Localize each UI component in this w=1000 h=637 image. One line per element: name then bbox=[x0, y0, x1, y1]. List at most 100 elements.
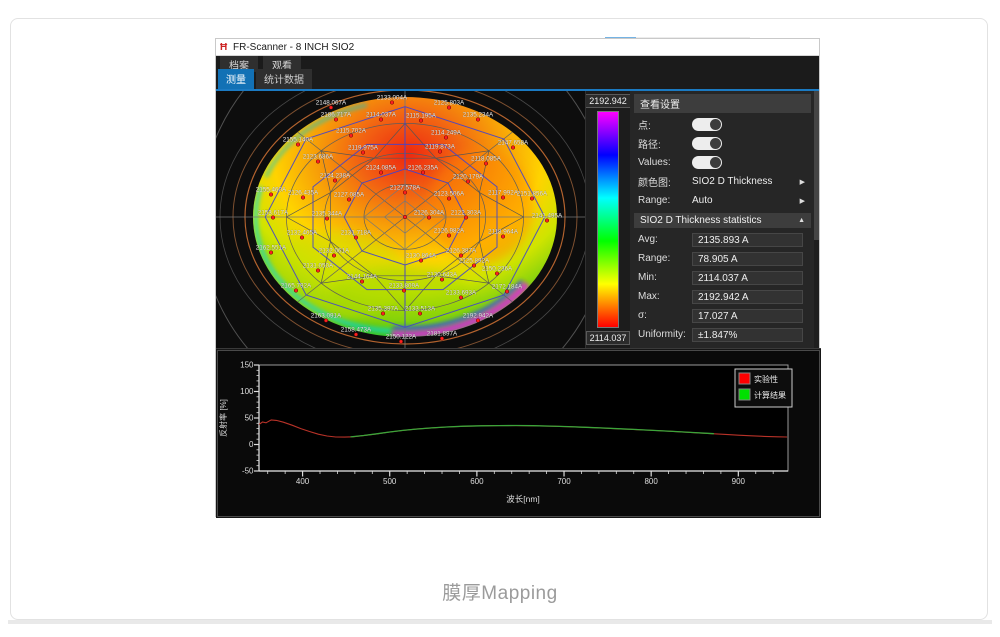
svg-text:2114.037A: 2114.037A bbox=[366, 112, 397, 119]
color-scale-bar bbox=[597, 111, 619, 328]
menu-file[interactable]: 档案 bbox=[220, 55, 258, 73]
spectrum-chart: 400 500 600 700 800 900 -50 0 50 100 150 波长[nm] 反射… bbox=[216, 348, 821, 518]
svg-text:2123.506A: 2123.506A bbox=[434, 191, 465, 198]
path-label: 路径: bbox=[638, 140, 661, 151]
svg-text:2126.387A: 2126.387A bbox=[446, 248, 477, 255]
path-toggle[interactable] bbox=[692, 137, 722, 150]
title-bar: Ħ FR-Scanner - 8 INCH SIO2 bbox=[216, 39, 819, 56]
tab-measure[interactable]: 测量 bbox=[218, 69, 254, 89]
svg-text:2124.085A: 2124.085A bbox=[366, 165, 397, 172]
avg-label: Avg: bbox=[638, 234, 658, 245]
svg-text:2147.658A: 2147.658A bbox=[498, 140, 529, 147]
stat-row-min: Min: 2114.037 A bbox=[630, 268, 811, 287]
tab-underline bbox=[216, 89, 819, 91]
legend-calculated: 计算结果 bbox=[754, 390, 786, 400]
svg-text:400: 400 bbox=[296, 477, 310, 486]
svg-text:2133.513A: 2133.513A bbox=[405, 306, 436, 313]
svg-text:900: 900 bbox=[732, 477, 746, 486]
svg-text:0: 0 bbox=[249, 440, 254, 449]
window-title: FR-Scanner - 8 INCH SIO2 bbox=[233, 41, 355, 53]
legend-experimental: 实验性 bbox=[754, 374, 778, 384]
bottom-divider bbox=[8, 620, 992, 624]
svg-text:700: 700 bbox=[557, 477, 571, 486]
range-stat-label: Range: bbox=[638, 253, 671, 264]
tab-statistics[interactable]: 统计数据 bbox=[256, 69, 312, 89]
svg-text:2125.892A: 2125.892A bbox=[459, 258, 490, 265]
panel-scrollbar[interactable] bbox=[814, 91, 819, 348]
values-toggle-knob bbox=[710, 157, 721, 168]
svg-text:2115.702A: 2115.702A bbox=[336, 128, 367, 135]
wafer-points: 2148.067A 2133.004A 2125.803A 2135.234A 2147… bbox=[256, 94, 563, 344]
svg-text:2126.304A: 2126.304A bbox=[414, 210, 445, 217]
svg-text:2181.897A: 2181.897A bbox=[427, 331, 458, 338]
svg-text:2132.405A: 2132.405A bbox=[287, 230, 318, 237]
toggle-row-points: 点: bbox=[630, 115, 811, 134]
svg-text:2127.578A: 2127.578A bbox=[390, 185, 421, 192]
svg-text:500: 500 bbox=[383, 477, 397, 486]
range-stat-value: 78.905 A bbox=[692, 251, 803, 266]
color-scale: 2192.942 2114.037 bbox=[585, 91, 631, 348]
toggle-row-path: 路径: bbox=[630, 134, 811, 153]
svg-text:2119.873A: 2119.873A bbox=[425, 144, 456, 151]
statistics-header[interactable]: SIO2 D Thickness statistics ▲ bbox=[634, 213, 811, 228]
svg-text:2125.803A: 2125.803A bbox=[434, 100, 465, 107]
values-toggle[interactable] bbox=[692, 156, 722, 169]
legend: 实验性 计算结果 bbox=[734, 368, 793, 408]
range-expand-icon[interactable]: ▶ bbox=[799, 197, 805, 205]
wafer-map: 2148.067A 2133.004A 2125.803A 2135.234A 2147… bbox=[216, 91, 586, 348]
menu-view[interactable]: 观看 bbox=[263, 55, 301, 73]
settings-panel: 查看设置 点: 路径: Values: 颜色图: SIO2 D Thicknes… bbox=[630, 91, 819, 348]
svg-text:2114.249A: 2114.249A bbox=[431, 130, 462, 137]
wafer-map-svg: 2148.067A 2133.004A 2125.803A 2135.234A 2147… bbox=[216, 91, 585, 348]
svg-text:2172.184A: 2172.184A bbox=[492, 284, 523, 291]
view-settings-title: 查看设置 bbox=[640, 100, 680, 111]
range-select-row[interactable]: Range: Auto ▶ bbox=[630, 191, 811, 210]
svg-text:2127.085A: 2127.085A bbox=[334, 192, 365, 199]
path-toggle-knob bbox=[710, 138, 721, 149]
svg-text:2117.992A: 2117.992A bbox=[488, 190, 519, 197]
tab-bar: 测量 统计数据 bbox=[216, 69, 819, 89]
points-toggle[interactable] bbox=[692, 118, 722, 131]
panel-scrollbar-thumb[interactable] bbox=[814, 91, 819, 241]
svg-text:2115.195A: 2115.195A bbox=[406, 113, 437, 120]
colormap-select-row[interactable]: 颜色图: SIO2 D Thickness ▶ bbox=[630, 172, 811, 191]
svg-text:2131.050A: 2131.050A bbox=[303, 263, 334, 270]
svg-text:2141.495A: 2141.495A bbox=[532, 213, 563, 220]
svg-text:2165.792A: 2165.792A bbox=[281, 283, 312, 290]
range-value: Auto bbox=[692, 195, 713, 206]
svg-text:2150.236A: 2150.236A bbox=[482, 266, 513, 273]
svg-text:2155.460A: 2155.460A bbox=[256, 187, 287, 194]
color-scale-max: 2192.942 bbox=[585, 94, 631, 108]
svg-text:2163.091A: 2163.091A bbox=[311, 313, 342, 320]
collapse-icon[interactable]: ▲ bbox=[798, 217, 805, 224]
svg-text:2151.856A: 2151.856A bbox=[517, 191, 548, 198]
svg-text:2132.061A: 2132.061A bbox=[319, 248, 350, 255]
colormap-expand-icon[interactable]: ▶ bbox=[799, 178, 805, 186]
svg-text:2192.942A: 2192.942A bbox=[463, 313, 494, 320]
colormap-label: 颜色图: bbox=[638, 178, 671, 189]
svg-text:600: 600 bbox=[470, 477, 484, 486]
svg-text:2133.809A: 2133.809A bbox=[389, 283, 420, 290]
image-caption: 膜厚Mapping bbox=[442, 583, 558, 604]
uniformity-value: ±1.847% bbox=[692, 327, 803, 342]
svg-text:2118.085A: 2118.085A bbox=[471, 156, 502, 163]
svg-text:100: 100 bbox=[240, 387, 254, 396]
svg-text:800: 800 bbox=[644, 477, 658, 486]
svg-text:2135.397A: 2135.397A bbox=[368, 306, 399, 313]
svg-text:2130.643A: 2130.643A bbox=[427, 272, 458, 279]
plot-area bbox=[258, 364, 789, 472]
svg-text:2155.140A: 2155.140A bbox=[283, 137, 314, 144]
stat-row-range: Range: 78.905 A bbox=[630, 249, 811, 268]
avg-value: 2135.893 A bbox=[692, 232, 803, 247]
sigma-label: σ: bbox=[638, 310, 647, 321]
svg-text:2126.235A: 2126.235A bbox=[408, 165, 439, 172]
svg-text:2130.864A: 2130.864A bbox=[406, 253, 437, 260]
svg-text:2122.303A: 2122.303A bbox=[451, 210, 482, 217]
svg-text:2135.344A: 2135.344A bbox=[312, 211, 343, 218]
svg-text:50: 50 bbox=[245, 414, 254, 423]
points-label: 点: bbox=[638, 121, 651, 132]
svg-text:2186.717A: 2186.717A bbox=[321, 112, 352, 119]
svg-text:2133.693A: 2133.693A bbox=[446, 290, 477, 297]
svg-text:2162.551A: 2162.551A bbox=[256, 245, 287, 252]
stat-row-max: Max: 2192.942 A bbox=[630, 287, 811, 306]
